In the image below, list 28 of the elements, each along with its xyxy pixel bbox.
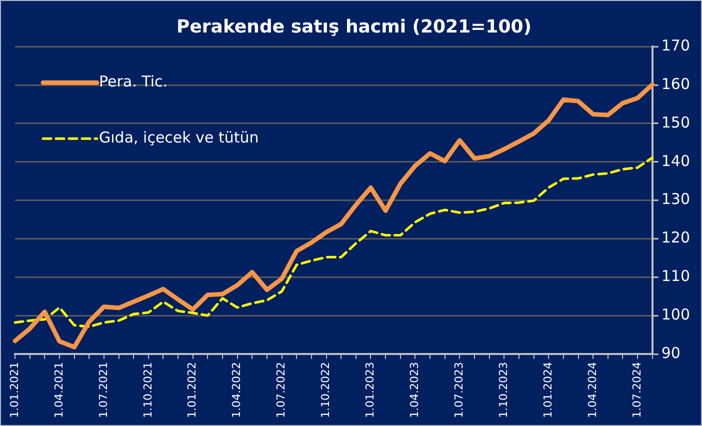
- chart-title: Perakende satış hacmi (2021=100): [176, 16, 532, 38]
- x-tick-label: 1.07.2022: [274, 362, 288, 418]
- x-tick-label: 1.01.2024: [541, 362, 554, 418]
- x-tick-label: 1.07.2023: [452, 362, 466, 418]
- x-tick-label: 1.10.2023: [497, 362, 510, 418]
- x-tick-label: 1.04.2023: [408, 362, 422, 418]
- y-tick-label: 130: [661, 190, 690, 208]
- x-tick-label: 1.01.2023: [364, 362, 377, 418]
- y-tick-label: 120: [661, 228, 690, 247]
- x-tick-label: 1.04.2024: [586, 362, 599, 418]
- y-tick-label: 150: [661, 113, 690, 132]
- x-tick-label: 1.07.2021: [96, 362, 110, 418]
- x-tick-label: 1.04.2021: [52, 362, 66, 418]
- y-tick-label: 140: [661, 152, 690, 170]
- x-tick-label: 1.04.2022: [230, 362, 244, 418]
- x-tick-label: 1.01.2022: [186, 362, 199, 418]
- x-tick-label: 1.10.2022: [319, 362, 332, 418]
- x-tick-label: 1.10.2021: [141, 362, 154, 418]
- y-tick-label: 90: [661, 344, 680, 362]
- legend-label: Pera. Tic.: [99, 72, 168, 90]
- x-tick-label: 1.01.2021: [8, 362, 21, 418]
- x-tick-label: 1.07.2024: [630, 362, 644, 418]
- y-tick-label: 100: [661, 305, 690, 324]
- legend-label: Gıda, içecek ve tütün: [99, 128, 259, 146]
- y-tick-label: 160: [661, 74, 690, 93]
- y-tick-label: 110: [661, 267, 690, 286]
- line-series: [14, 156, 654, 328]
- y-tick-label: 170: [661, 36, 690, 54]
